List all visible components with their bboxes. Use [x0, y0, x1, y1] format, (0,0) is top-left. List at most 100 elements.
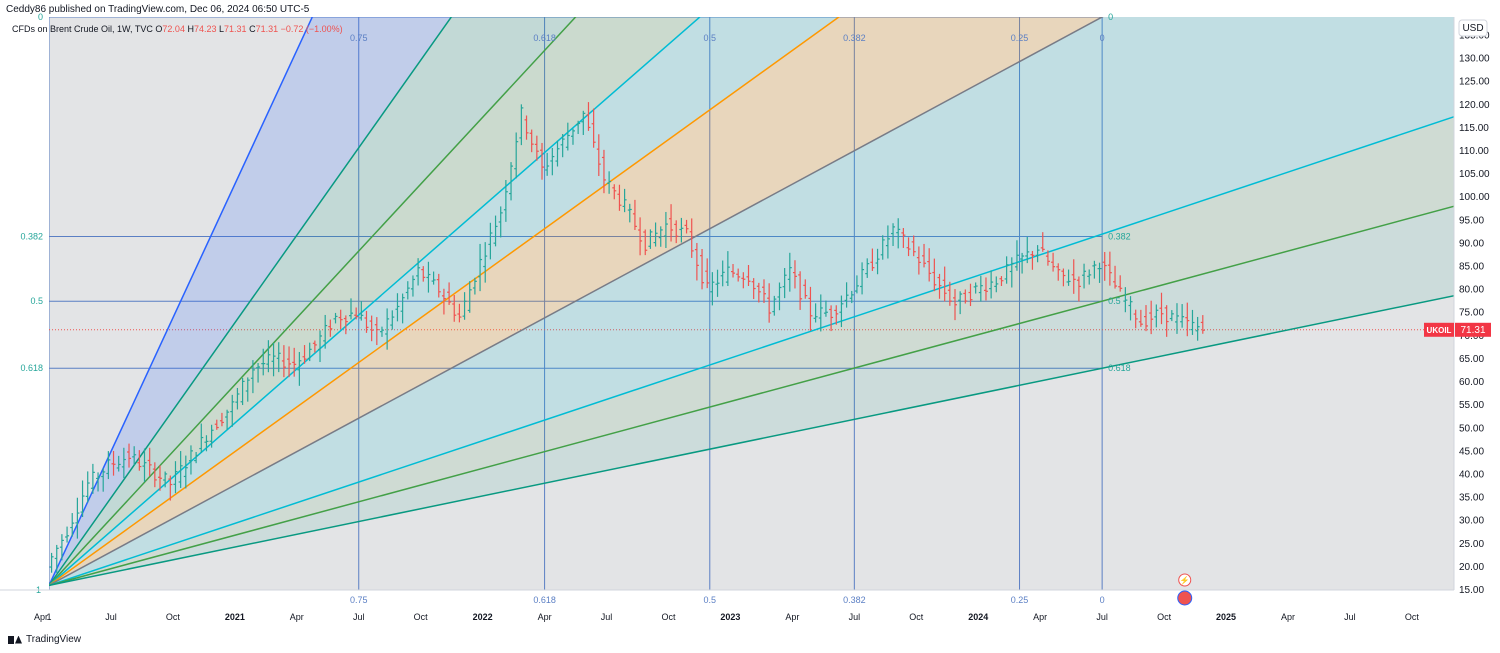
- ohlc-bar: [648, 229, 653, 249]
- ohlc-bar: [741, 272, 746, 289]
- ohlc-bar: [576, 120, 581, 134]
- publisher-line: Ceddy86 published on TradingView.com, De…: [6, 4, 310, 15]
- ohlc-bar: [798, 271, 803, 310]
- ohlc-bar: [720, 260, 725, 287]
- us-flag-icon[interactable]: [1177, 590, 1193, 606]
- ohlc-bar: [524, 115, 529, 140]
- ohlc-bar: [276, 342, 281, 373]
- ohlc-bar: [183, 455, 188, 489]
- fib-vertical-label-bottom: 0.25: [1011, 595, 1029, 605]
- symbol-legend[interactable]: CFDs on Brent Crude Oil, 1W, TVC O72.04 …: [12, 24, 343, 34]
- ohlc-bar: [70, 513, 75, 537]
- ohlc-bar: [452, 295, 457, 322]
- footer-brand[interactable]: TradingView: [8, 634, 81, 645]
- time-axis-tick: Jul: [105, 612, 117, 622]
- ohlc-bar: [983, 277, 988, 301]
- time-axis-tick: Apr: [538, 612, 552, 622]
- ohlc-bar: [813, 303, 818, 323]
- fib-vertical-label-bottom: 0.75: [350, 595, 368, 605]
- fib-vertical-label-bottom: 0.382: [843, 595, 866, 605]
- ohlc-bar: [679, 217, 684, 243]
- ohlc-bar: [560, 133, 565, 158]
- ohlc-bar: [710, 272, 715, 306]
- ohlc-bar: [1195, 316, 1200, 341]
- ohlc-bar: [1107, 251, 1112, 286]
- time-axis-tick: Jul: [601, 612, 613, 622]
- ohlc-bar: [188, 445, 193, 475]
- ohlc-bar: [431, 271, 436, 285]
- ohlc-bar: [436, 273, 441, 298]
- time-axis-tick: 1: [46, 612, 51, 622]
- price-axis-tick: 20.00: [1459, 562, 1484, 573]
- ohlc-bar: [968, 283, 973, 307]
- ohlc-bar: [792, 260, 797, 289]
- price-axis-tick: 40.00: [1459, 469, 1484, 480]
- currency-label[interactable]: USD: [1462, 23, 1483, 34]
- fan-ray-vert-0.5: [49, 17, 577, 586]
- fib-vertical-label-top: 0.25: [1011, 33, 1029, 43]
- ohlc-bar: [1051, 252, 1056, 272]
- ohlc-bar: [715, 269, 720, 297]
- ohlc-bar: [684, 219, 689, 234]
- ohlc-bar: [529, 129, 534, 153]
- time-axis-tick: Apr: [785, 612, 799, 622]
- ohlc-bar: [343, 315, 348, 335]
- ohlc-bar: [689, 218, 694, 258]
- fan-ray-vert-0.75: [49, 17, 314, 586]
- fib-vertical-label-bottom: 0: [1100, 595, 1105, 605]
- ohlc-bar: [751, 278, 756, 300]
- ohlc-bar: [509, 162, 514, 201]
- fib-horizontal-label-right: 0.382: [1108, 231, 1131, 241]
- ohlc-bar: [1004, 256, 1009, 284]
- ohlc-bar: [235, 387, 240, 410]
- fib-horizontal-label-right: 0.5: [1108, 296, 1121, 306]
- price-axis-tick: 50.00: [1459, 423, 1484, 434]
- price-axis-tick: 75.00: [1459, 308, 1484, 319]
- fib-horizontal-label-left: 0: [38, 12, 43, 22]
- ohlc-bar: [395, 293, 400, 322]
- ohlc-bar: [1035, 245, 1040, 263]
- ohlc-bar: [658, 226, 663, 247]
- ohlc-bar: [1097, 262, 1102, 283]
- last-price-badge: [1455, 322, 1491, 337]
- ohlc-bar: [607, 171, 612, 194]
- ohlc-bar: [318, 330, 323, 363]
- ohlc-bar: [1087, 269, 1092, 285]
- fan-ray-vert-0.618: [49, 17, 453, 586]
- ohlc-bar: [787, 252, 792, 292]
- footer-brand-text: TradingView: [26, 634, 82, 645]
- ohlc-bar: [478, 243, 483, 292]
- ohlc-bar: [570, 128, 575, 145]
- ohlc-bar: [493, 215, 498, 247]
- price-axis-tick: 85.00: [1459, 262, 1484, 273]
- flash-icon[interactable]: [1178, 573, 1192, 587]
- ohlc-bar: [1020, 252, 1025, 274]
- ohlc-bar: [937, 273, 942, 299]
- ohlc-bar: [622, 188, 627, 213]
- ohlc-bar: [932, 258, 937, 292]
- ohlc-bar: [261, 348, 266, 376]
- legend-high-label: H: [187, 24, 194, 34]
- ohlc-bar: [834, 305, 839, 325]
- ohlc-bar: [364, 310, 369, 333]
- ohlc-bar: [178, 451, 183, 488]
- ohlc-bar: [772, 295, 777, 316]
- ohlc-bar: [1009, 257, 1014, 288]
- price-axis-tick: 45.00: [1459, 446, 1484, 457]
- fib-vertical-label-bottom: 0.5: [704, 595, 717, 605]
- time-axis-tick: 2021: [225, 612, 245, 622]
- ohlc-bar: [953, 289, 958, 321]
- price-axis-tick: 30.00: [1459, 516, 1484, 527]
- ohlc-bar: [1082, 263, 1087, 289]
- ohlc-bar: [870, 248, 875, 271]
- ohlc-bar: [1164, 305, 1169, 337]
- fib-vertical-label-top: 0.75: [350, 33, 368, 43]
- time-axis-tick: Jul: [1096, 612, 1108, 622]
- ohlc-bar: [1040, 232, 1045, 252]
- currency-button[interactable]: [1458, 19, 1488, 37]
- ohlc-bar: [777, 282, 782, 311]
- ohlc-bar: [214, 419, 219, 430]
- ohlc-bar: [209, 424, 214, 448]
- ohlc-bar: [142, 448, 147, 482]
